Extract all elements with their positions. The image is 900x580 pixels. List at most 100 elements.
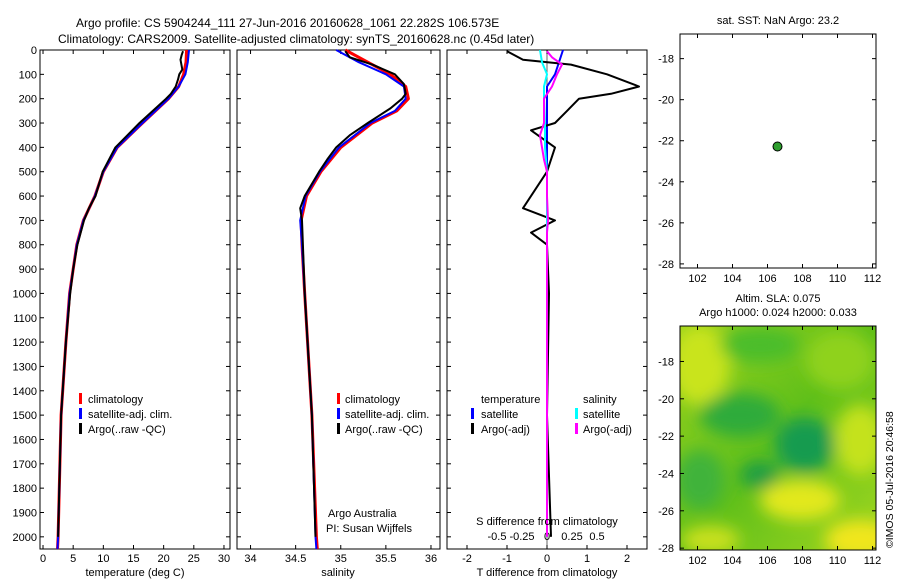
x-tick-label: 10: [97, 553, 109, 565]
legend-label: satellite: [583, 409, 620, 421]
x-tick-label: -1: [502, 553, 512, 565]
difference-axis: -2 -1 0 1 2 -0.5 -0.25 0 0.25 0.5: [462, 50, 630, 565]
difference-legend: temperature satellite Argo(-adj) salinit…: [471, 394, 632, 436]
temperature-panel-frame: [39, 49, 231, 550]
bottom-map-frame: [679, 325, 877, 551]
x-tick-label: 34.5: [285, 553, 306, 565]
lon-tick-label: 106: [758, 273, 776, 285]
depth-tick-label: 1100: [13, 313, 37, 325]
depth-tick-label: 1500: [13, 410, 37, 422]
x-tick-label: 25: [188, 553, 200, 565]
lon-tick-label: 102: [688, 555, 706, 567]
s-diff-tick-label: -0.25: [509, 531, 534, 543]
lat-tick-label: -24: [658, 177, 674, 189]
difference-xlabel: T difference from climatology: [477, 567, 618, 579]
lat-tick-label: -18: [658, 356, 674, 368]
legend-swatch-climatology: [79, 393, 82, 404]
x-tick-label: 35.5: [375, 553, 396, 565]
difference-top-label: S difference from climatology: [476, 516, 618, 528]
lat-tick-label: -28: [658, 543, 674, 555]
series-line-satellite-adj-clim-: [299, 49, 407, 550]
x-tick-label: 15: [127, 553, 139, 565]
imos-timestamp: ©IMOS 05-Jul-2016 20:46:58: [884, 411, 896, 548]
lon-tick-label: 104: [723, 555, 741, 567]
header-line-1: Argo profile: CS 5904244_111 27-Jun-2016…: [76, 16, 499, 30]
legend-label: satellite-adj. clim.: [88, 409, 172, 421]
legend-swatch-argo: [79, 423, 82, 434]
top-map-axes: -18 -20 -22 -24 -26 -28 102 104 106 108 110 112: [658, 34, 881, 285]
x-tick-label: 1: [584, 553, 590, 565]
lat-tick-label: -24: [658, 468, 674, 480]
depth-tick-label: 1000: [13, 288, 37, 300]
lat-tick-label: -26: [658, 506, 674, 518]
legend-label: climatology: [88, 394, 144, 406]
pi-note: PI: Susan Wijffels: [326, 523, 412, 535]
depth-tick-label: 1400: [13, 386, 37, 398]
lat-tick-label: -26: [658, 218, 674, 230]
lat-tick-label: -20: [658, 95, 674, 107]
s-diff-tick-label: 0: [544, 531, 550, 543]
argo-program-note: Argo Australia: [328, 508, 397, 520]
series-line-argo-raw-qc-: [299, 50, 407, 537]
legend-label: satellite: [481, 409, 518, 421]
depth-tick-label: 1900: [13, 507, 37, 519]
s-diff-tick-label: 0.25: [561, 531, 582, 543]
legend-label: Argo(..raw -QC): [345, 424, 423, 436]
lon-tick-label: 108: [793, 273, 811, 285]
lon-tick-label: 112: [864, 273, 882, 285]
lon-tick-label: 104: [723, 273, 741, 285]
depth-tick-label: 0: [31, 45, 37, 57]
legend-label: Argo(-adj): [481, 424, 530, 436]
lat-tick-label: -22: [658, 431, 674, 443]
series-line-temperature-argo-adj-: [506, 50, 640, 537]
x-tick-label: -2: [462, 553, 472, 565]
depth-tick-label: 1200: [13, 337, 37, 349]
legend-swatch-sal-satellite: [575, 408, 578, 419]
legend-title-salinity: salinity: [583, 394, 617, 406]
series-line-satellite-adj-clim-: [56, 49, 190, 550]
x-tick-label: 35: [335, 553, 347, 565]
legend-swatch-sal-argo: [575, 423, 578, 434]
legend-swatch-temp-satellite: [471, 408, 474, 419]
salinity-panel-frame: [236, 49, 441, 550]
temperature-legend: climatology satellite-adj. clim. Argo(..…: [79, 393, 172, 436]
x-tick-label: 5: [70, 553, 76, 565]
legend-label: Argo(..raw -QC): [88, 424, 166, 436]
depth-tick-label: 1800: [13, 483, 37, 495]
legend-swatch-climatology: [337, 393, 340, 404]
lon-tick-label: 102: [688, 273, 706, 285]
lat-tick-label: -22: [658, 136, 674, 148]
series-line-argo-raw-qc-: [57, 50, 184, 537]
lon-tick-label: 108: [793, 555, 811, 567]
depth-tick-label: 400: [19, 142, 37, 154]
x-tick-label: 20: [158, 553, 170, 565]
salinity-xlabel: salinity: [321, 567, 355, 579]
top-map-title: sat. SST: NaN Argo: 23.2: [717, 15, 839, 27]
legend-swatch-argo: [337, 423, 340, 434]
lon-tick-label: 106: [758, 555, 776, 567]
depth-tick-label: 1700: [13, 459, 37, 471]
x-tick-label: 36: [425, 553, 437, 565]
s-diff-tick-label: -0.5: [488, 531, 507, 543]
depth-tick-label: 200: [19, 94, 37, 106]
temperature-axis: 0 5 10 15 20 25 30: [40, 50, 230, 565]
lat-tick-label: -20: [658, 394, 674, 406]
legend-title-temperature: temperature: [481, 394, 540, 406]
x-tick-label: 34: [244, 553, 256, 565]
series-line-salinity-argo-adj-: [539, 50, 563, 537]
depth-tick-label: 100: [19, 69, 37, 81]
depth-tick-label: 2000: [13, 532, 37, 544]
x-tick-label: 30: [218, 553, 230, 565]
depth-tick-label: 800: [19, 240, 37, 252]
legend-swatch-satellite: [337, 408, 340, 419]
lon-tick-label: 110: [829, 273, 847, 285]
depth-tick-label: 600: [19, 191, 37, 203]
x-tick-label: 0: [544, 553, 550, 565]
header-line-2: Climatology: CARS2009. Satellite-adjuste…: [58, 32, 534, 46]
x-tick-label: 2: [624, 553, 630, 565]
depth-tick-label: 1300: [13, 361, 37, 373]
depth-tick-label: 300: [19, 118, 37, 130]
depth-tick-label: 1600: [13, 434, 37, 446]
lon-tick-label: 112: [864, 555, 882, 567]
